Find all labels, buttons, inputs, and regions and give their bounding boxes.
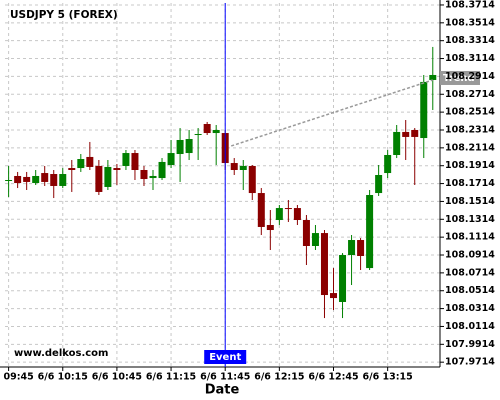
candle-body <box>203 124 211 134</box>
candle-body <box>122 153 130 166</box>
candle-body <box>320 233 328 296</box>
candle-body <box>311 233 319 246</box>
y-tick-label: 108.0514 <box>445 285 495 296</box>
x-tick-label: 6/6 11:45 <box>200 372 250 383</box>
y-tick-label: 108.3714 <box>445 0 495 10</box>
y-tick-label: 108.2914 <box>445 71 495 82</box>
event-label-box <box>204 350 247 364</box>
candle-body <box>357 240 365 256</box>
x-tick-label: 6/6 09:45 <box>0 372 34 383</box>
candle-body <box>302 220 310 246</box>
y-tick-label: 108.2114 <box>445 142 495 153</box>
candle-body <box>50 174 58 186</box>
candle-body <box>149 175 157 179</box>
candle-body <box>140 169 148 180</box>
candle-body <box>104 166 112 187</box>
candle-body <box>411 129 419 137</box>
y-tick-label: 108.0914 <box>445 250 495 261</box>
y-tick-label: 108.0714 <box>445 267 495 278</box>
annotations: Trend Event <box>204 3 480 367</box>
y-tick-label: 108.3114 <box>445 53 495 64</box>
candle-body <box>86 156 94 167</box>
candle-body <box>293 208 301 221</box>
marks <box>5 46 437 319</box>
candle-body <box>32 175 40 184</box>
candle-body <box>212 129 220 134</box>
y-tick-label: 108.2514 <box>445 107 495 118</box>
candle-body <box>158 161 166 179</box>
y-tick-label: 108.2314 <box>445 124 495 135</box>
x-tick-label: 6/6 12:15 <box>254 372 304 383</box>
candle-body <box>230 163 238 170</box>
candle-body <box>5 179 13 181</box>
candle-body <box>248 165 256 194</box>
trend-label: Trend <box>443 73 475 84</box>
candle-body <box>176 139 184 155</box>
event-label: Event <box>209 352 241 363</box>
x-tick-label: 6/6 12:45 <box>308 372 358 383</box>
y-tick-label: 108.1514 <box>445 196 495 207</box>
x-tick-label: 6/6 13:15 <box>363 372 413 383</box>
candle-body <box>384 154 392 174</box>
candle-body <box>402 131 410 137</box>
chart-title: USDJPY 5 (FOREX) <box>10 9 118 21</box>
x-tick-label: 6/6 10:45 <box>92 372 142 383</box>
candle-body <box>266 225 274 231</box>
candle-body <box>14 175 22 184</box>
y-tick-label: 108.1914 <box>445 160 495 171</box>
candle-body <box>167 153 175 165</box>
candle-body <box>68 168 76 170</box>
candle-body <box>366 195 374 269</box>
x-tick-label: 6/6 10:15 <box>38 372 88 383</box>
candle-body <box>429 74 437 80</box>
candle-body <box>284 208 292 210</box>
y-tick-label: 108.3514 <box>445 17 495 28</box>
y-tick-label: 108.1114 <box>445 232 495 243</box>
candle-body <box>23 176 31 182</box>
candle-body <box>348 240 356 256</box>
y-tick-label: 107.9714 <box>445 357 495 368</box>
candle-body <box>339 255 347 302</box>
candle-body <box>59 174 67 186</box>
candle-body <box>131 153 139 170</box>
y-tick-label: 108.1314 <box>445 214 495 225</box>
y-tick-label: 108.0114 <box>445 321 495 332</box>
candle-body <box>77 159 85 169</box>
trend-line <box>230 79 434 147</box>
y-tick-label: 108.1714 <box>445 178 495 189</box>
x-tick-label: 6/6 11:15 <box>146 372 196 383</box>
candle-body <box>393 131 401 155</box>
candle-body <box>375 174 383 194</box>
candle-body <box>194 134 202 136</box>
candle-body <box>275 208 283 221</box>
y-tick-label: 108.0314 <box>445 303 495 314</box>
y-tick-label: 107.9914 <box>445 339 495 350</box>
candle-body <box>330 293 338 299</box>
trend-label-box <box>440 70 480 85</box>
candle-body <box>420 81 428 139</box>
y-tick-label: 108.2714 <box>445 89 495 100</box>
candle-body <box>239 165 247 170</box>
candle-body <box>257 193 265 227</box>
y-tick-label: 108.3314 <box>445 35 495 46</box>
candle-body <box>185 139 193 154</box>
x-axis-title: Date <box>205 383 240 398</box>
candle-body <box>95 165 103 192</box>
candle-body <box>41 173 49 182</box>
watermark: www.delkos.com <box>14 348 108 359</box>
candle-body <box>113 168 121 170</box>
